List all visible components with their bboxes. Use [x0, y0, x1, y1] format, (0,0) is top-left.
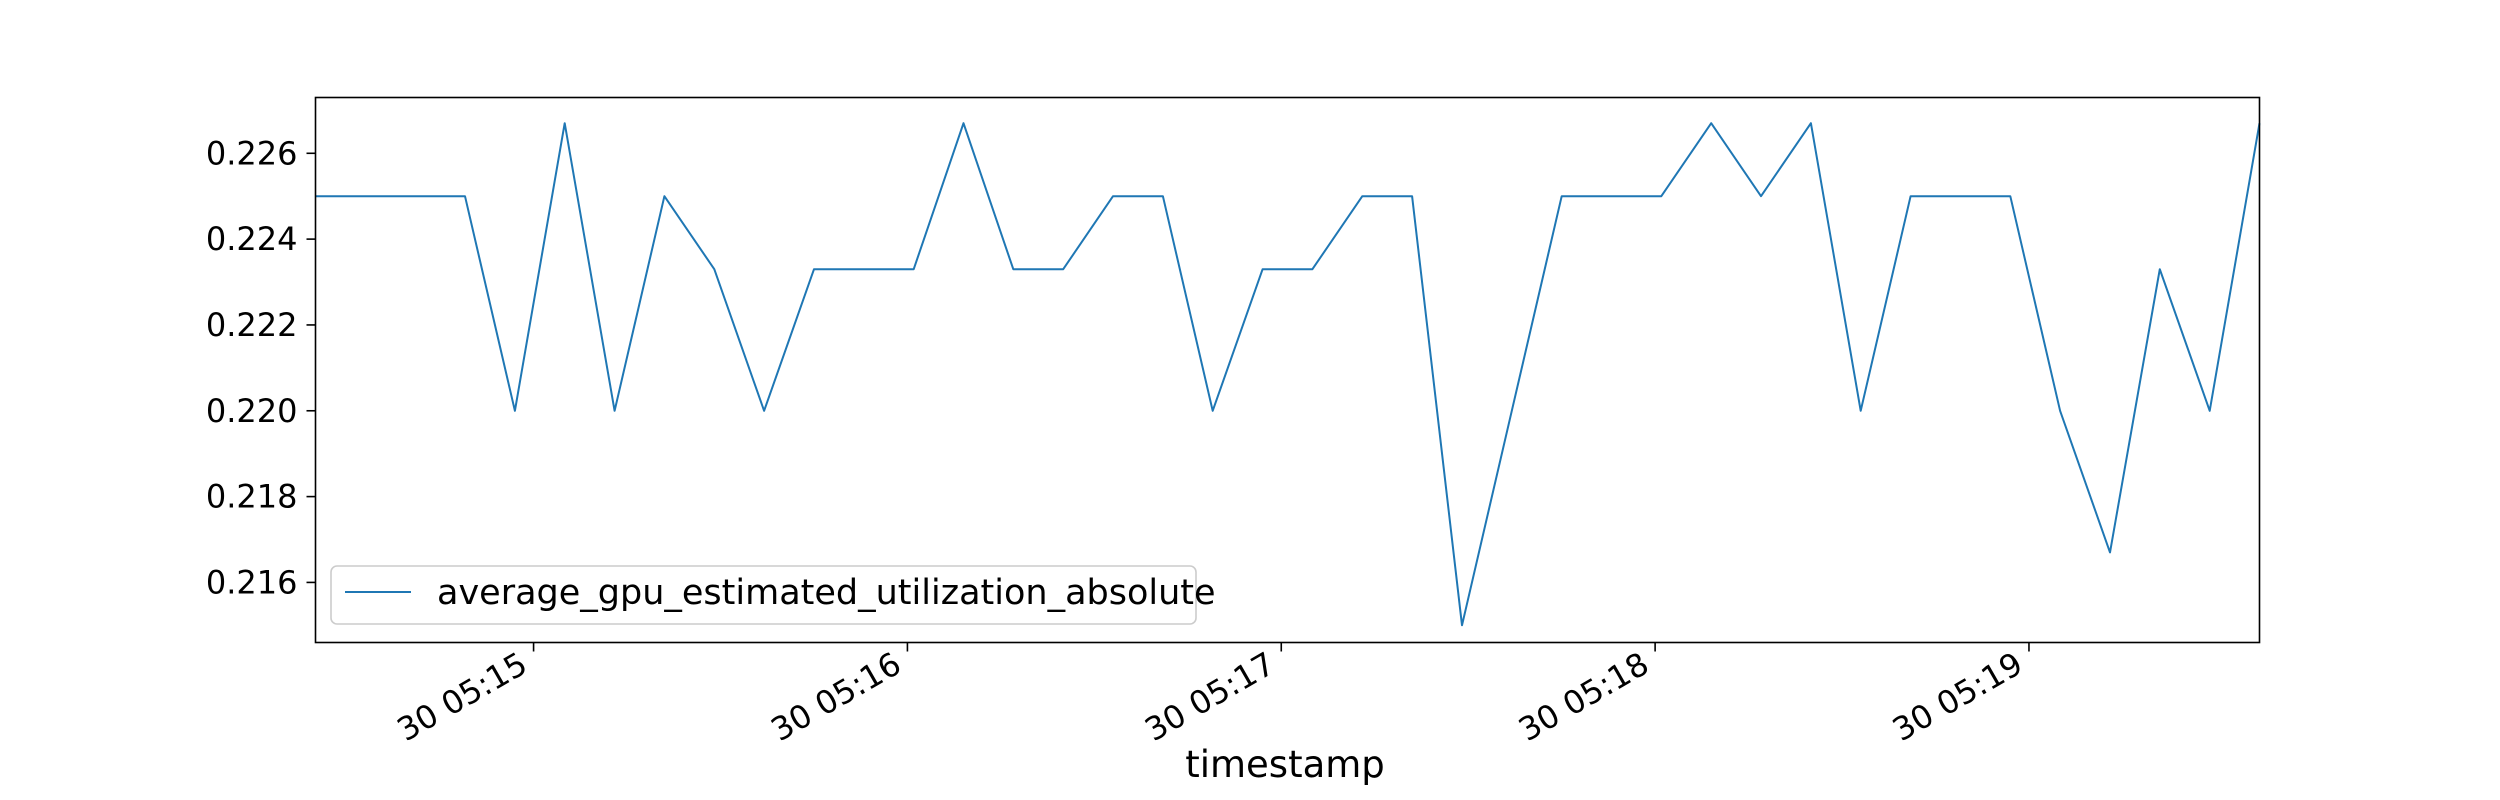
y-tick-label: 0.222 — [206, 306, 298, 344]
x-axis-title: timestamp — [1185, 743, 1385, 786]
x-tick-label: 30 05:17 — [1138, 645, 1281, 749]
legend-label: average_gpu_estimated_utilization_absolu… — [437, 573, 1216, 613]
y-tick-label: 0.224 — [206, 220, 298, 258]
x-tick-label: 30 05:16 — [764, 645, 907, 749]
y-tick-label: 0.220 — [206, 392, 298, 430]
x-tick-label: 30 05:15 — [391, 645, 534, 749]
series-layer — [315, 122, 2261, 627]
x-tick-label: 30 05:19 — [1886, 645, 2029, 749]
y-tick-label: 0.218 — [206, 478, 298, 516]
x-axis: 30 05:15 30 05:16 30 05:17 30 05:18 30 05:19 — [391, 642, 2030, 749]
x-tick-label: 30 05:18 — [1512, 645, 1655, 749]
y-tick-label: 0.216 — [206, 563, 298, 601]
legend-box — [330, 565, 1197, 625]
legend: average_gpu_estimated_utilization_absolu… — [330, 565, 1216, 625]
y-axis: 0.216 0.218 0.220 0.222 0.224 0.226 — [206, 134, 316, 601]
plot-frame — [314, 96, 2261, 644]
series-line-0 — [315, 122, 2261, 627]
y-tick-label: 0.226 — [206, 134, 298, 172]
